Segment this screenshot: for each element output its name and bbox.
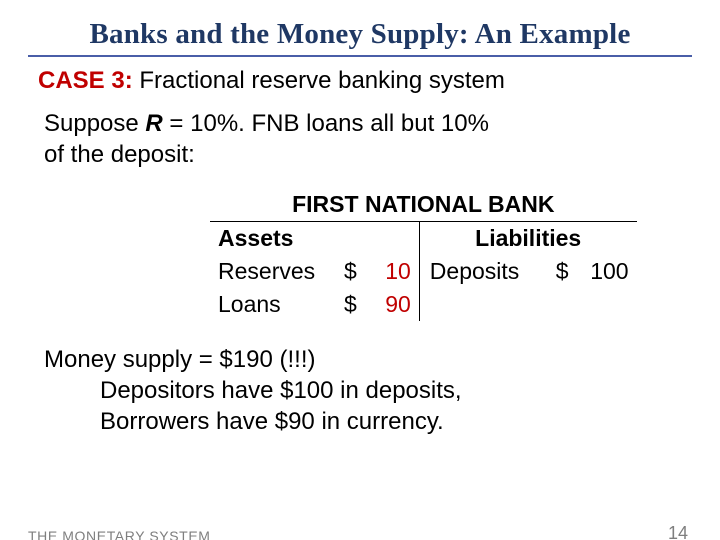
asset-label: Loans [210, 288, 336, 321]
case-label: CASE 3: [38, 67, 133, 94]
case-line: CASE 3: Fractional reserve banking syste… [38, 67, 720, 95]
case-text: Fractional reserve banking system [139, 67, 504, 94]
footer-chapter: THE MONETARY SYSTEM [28, 528, 211, 540]
table-row: Reserves $ 10 Deposits $ 100 [210, 255, 637, 288]
liab-currency: $ [548, 255, 577, 288]
title-rule [28, 55, 692, 57]
asset-currency: $ [336, 288, 365, 321]
asset-label: Reserves [210, 255, 336, 288]
assumption-mid: = 10%. FNB loans all but 10% [163, 110, 489, 137]
money-supply-line3: Borrowers have $90 in currency. [100, 407, 720, 438]
money-supply-line2: Depositors have $100 in deposits, [100, 376, 720, 407]
asset-value: 90 [365, 288, 420, 321]
money-supply-line1: Money supply = $190 (!!!) [44, 345, 720, 376]
assumption-r: R [145, 110, 162, 137]
slide-title: Banks and the Money Supply: An Example [20, 18, 700, 51]
slide: Banks and the Money Supply: An Example C… [0, 18, 720, 540]
empty-cell [419, 288, 548, 321]
money-supply-block: Money supply = $190 (!!!) Depositors hav… [44, 345, 720, 437]
asset-value: 10 [365, 255, 420, 288]
header-row: Assets Liabilities [210, 222, 637, 256]
balance-sheet: FIRST NATIONAL BANK Assets Liabilities R… [210, 188, 720, 321]
assumption-text: Suppose R = 10%. FNB loans all but 10% o… [44, 109, 720, 170]
liab-label: Deposits [419, 255, 548, 288]
bank-name: FIRST NATIONAL BANK [210, 188, 637, 222]
liabilities-header: Liabilities [419, 222, 636, 256]
empty-cell [548, 288, 577, 321]
bank-name-row: FIRST NATIONAL BANK [210, 188, 637, 222]
assumption-line2: of the deposit: [44, 141, 195, 168]
page-number: 14 [668, 523, 688, 540]
empty-cell [577, 288, 637, 321]
assumption-prefix: Suppose [44, 110, 145, 137]
asset-currency: $ [336, 255, 365, 288]
balance-sheet-table: FIRST NATIONAL BANK Assets Liabilities R… [210, 188, 637, 321]
assets-header: Assets [210, 222, 419, 256]
liab-value: 100 [577, 255, 637, 288]
table-row: Loans $ 90 [210, 288, 637, 321]
